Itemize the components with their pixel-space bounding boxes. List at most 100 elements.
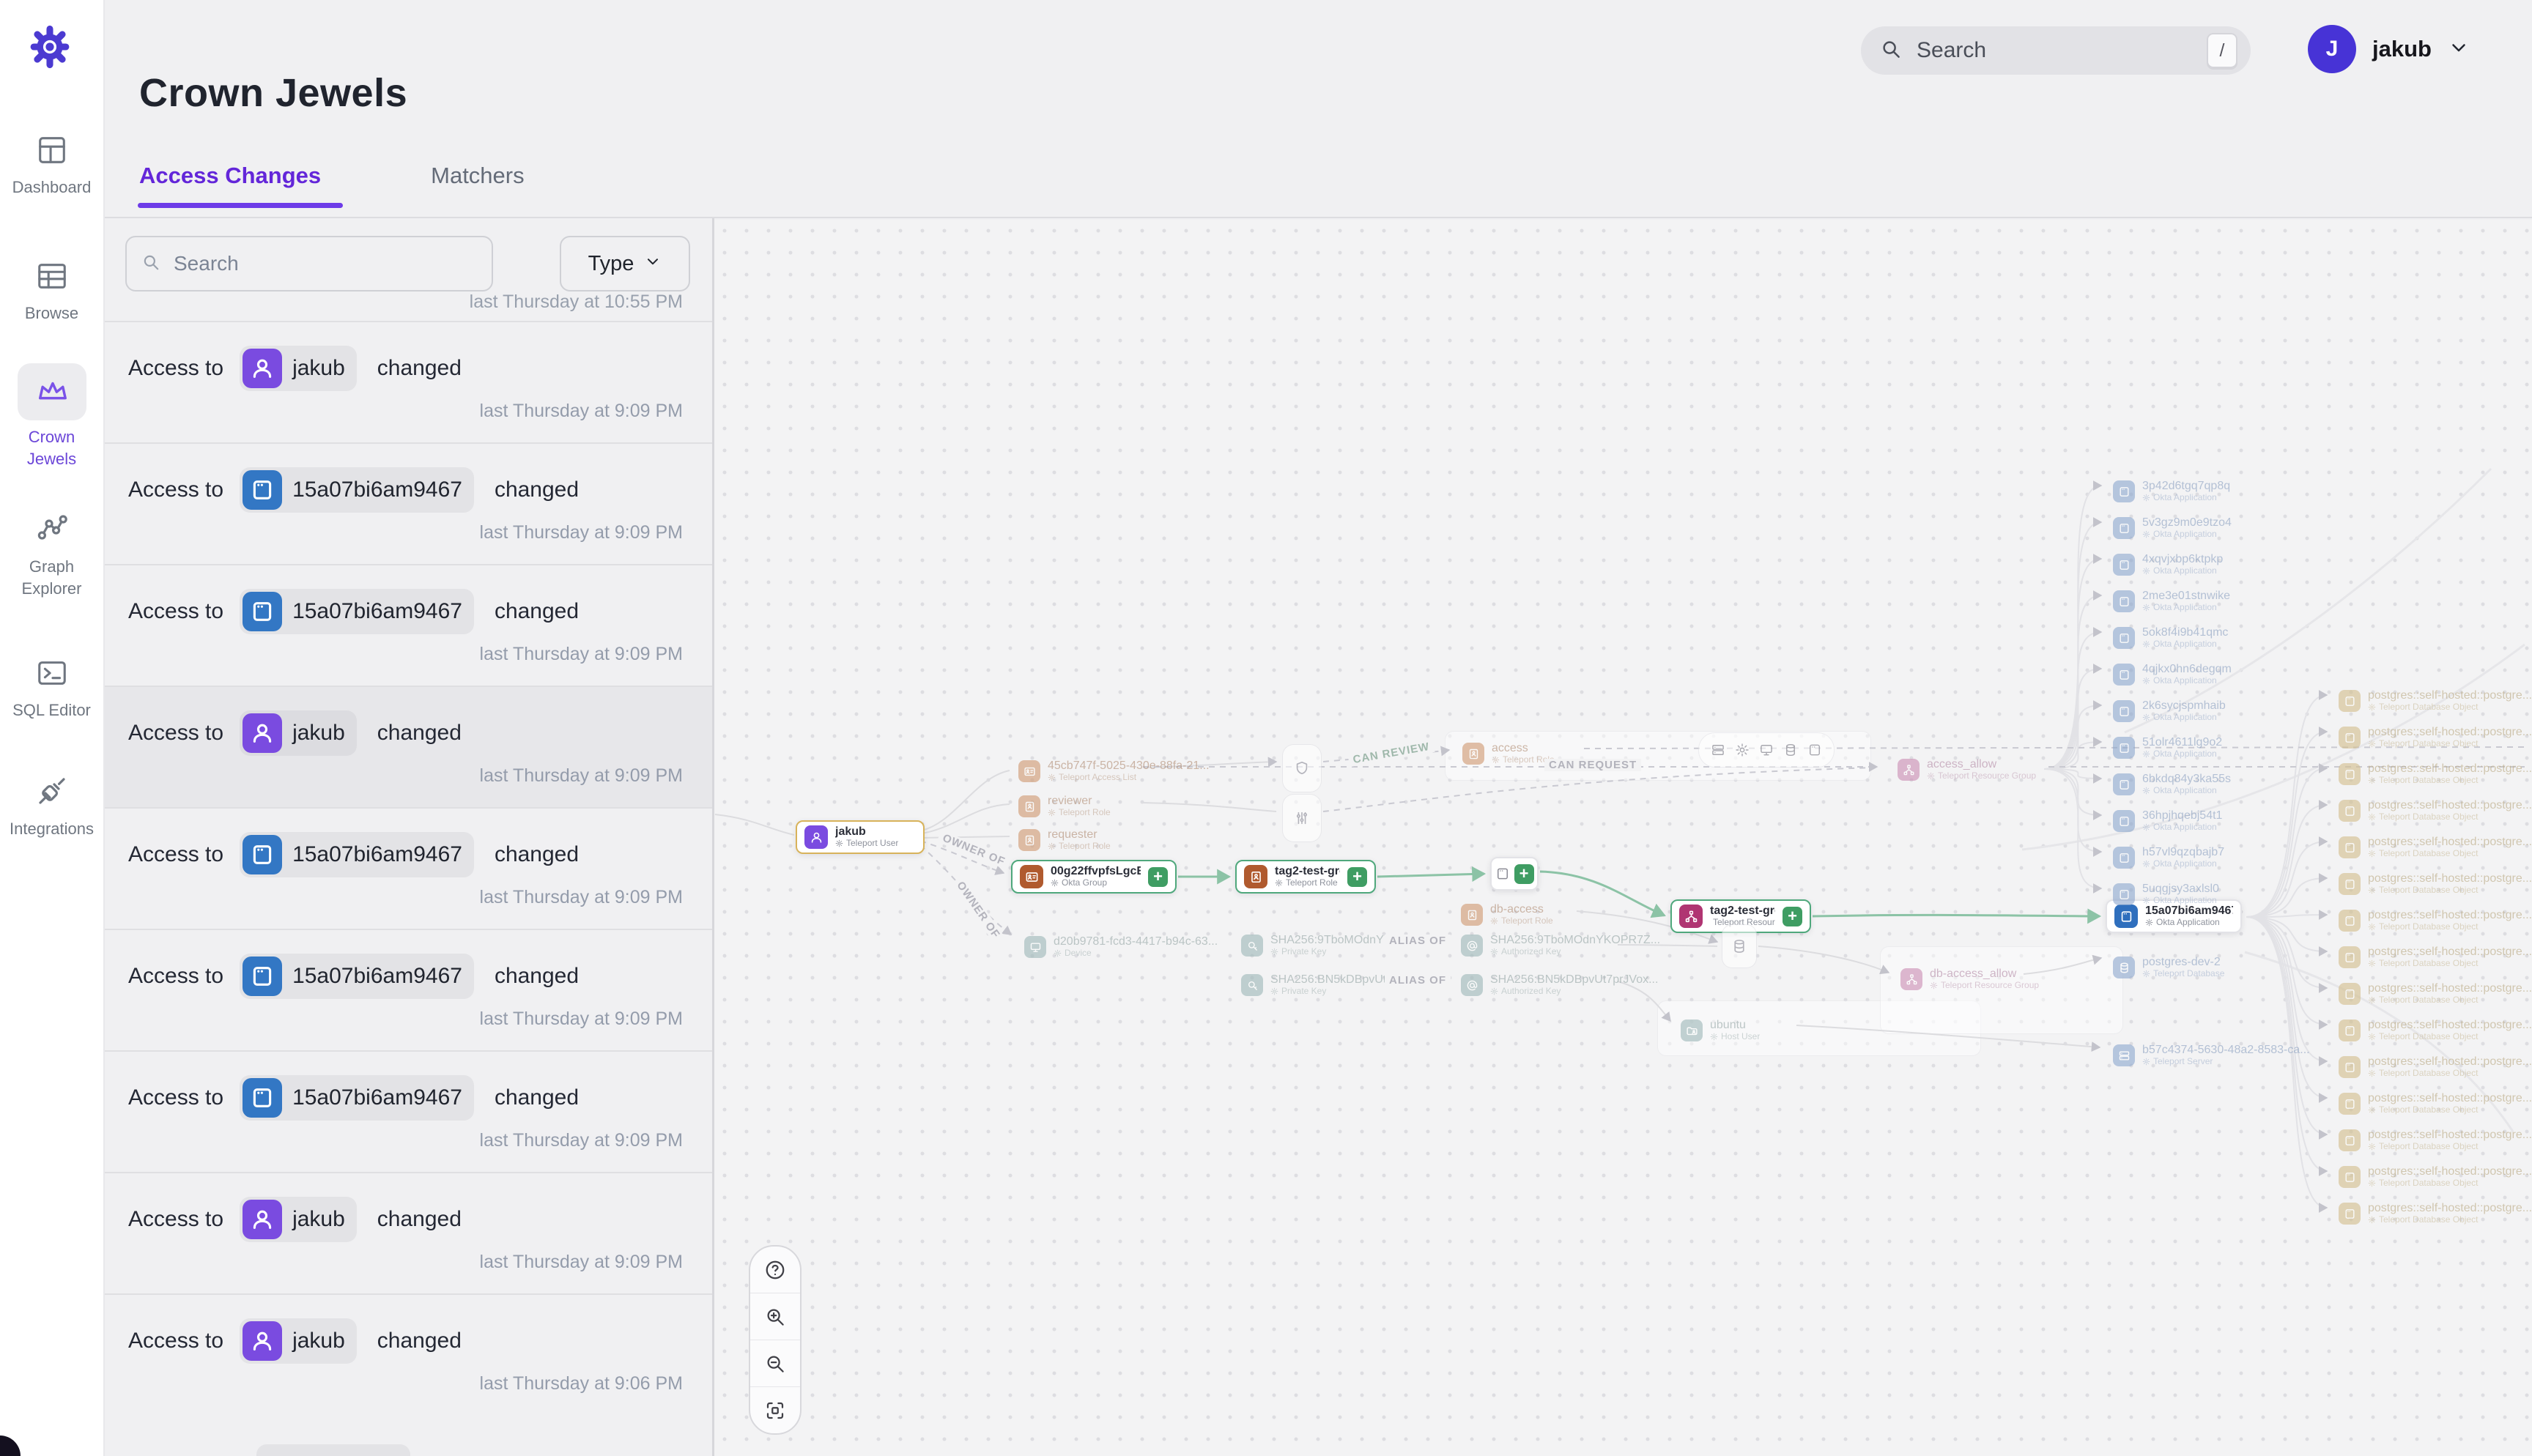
graph-node-reviewer[interactable]: reviewer Teleport Role — [1011, 790, 1118, 823]
graph-node-2me3e01stnwike[interactable]: 2me3e01stnwike Okta Application — [2106, 584, 2237, 618]
list-item[interactable]: Access to jakub changed last Thursday at 9:… — [103, 321, 712, 442]
app-logo-gear-icon[interactable] — [26, 23, 73, 74]
list-item[interactable]: Access to jakub changed last Thursday at 9:… — [103, 1293, 712, 1415]
tab-access-changes[interactable]: Access Changes — [137, 163, 344, 208]
tab-matchers[interactable]: Matchers — [431, 163, 525, 188]
node-sublabel: Private Key — [1270, 946, 1440, 957]
graph-node-4qjkx0hn6degqm[interactable]: 4qjkx0hn6degqm Okta Application — [2106, 658, 2239, 691]
expand-plus-button[interactable]: + — [1347, 866, 1367, 887]
panel-search-input[interactable] — [172, 251, 477, 276]
graph-node-postgres-self-hosted-postgre-[interactable]: postgres::self-hosted::postgre... Telepor… — [2331, 867, 2532, 901]
node-sublabel: Teleport Role — [1048, 807, 1111, 817]
graph-node-51olr4611lg9o2[interactable]: 51olr4611lg9o2 Okta Application — [2106, 731, 2229, 765]
graph-node-postgres-self-hosted-postgre-[interactable]: postgres::self-hosted::postgre... Telepor… — [2331, 940, 2532, 974]
graph-node-access-allow[interactable]: access_allow Teleport Resource Group — [1890, 753, 2043, 787]
graph-node-db-access-allow[interactable]: db-access_allow Teleport Resource Group — [1893, 962, 2046, 996]
list-item[interactable]: Access to 15a07bi6am9467 changed last Thurs… — [103, 929, 712, 1050]
sidebar-item-crown-jewels[interactable]: Crown Jewels — [0, 363, 103, 469]
graph-node-d20b9781-fcd3-4417-b94c-63-[interactable]: d20b9781-fcd3-4417-b94c-63... Device — [1017, 930, 1225, 964]
graph-node-2k6sycjspmhaib[interactable]: 2k6sycjspmhaib Okta Application — [2106, 694, 2233, 728]
graph-node-postgres-self-hosted-postgre-[interactable]: postgres::self-hosted::postgre... Telepor… — [2331, 977, 2532, 1011]
node-label: tag2-test-group-access-... — [1275, 865, 1340, 878]
graph-node-db-access[interactable]: db-access Teleport Role — [1454, 898, 1561, 932]
graph-node-45cb747f-5025-430e-88fa-21-[interactable]: 45cb747f-5025-430e-88fa-21... Teleport Ac… — [1011, 754, 1217, 788]
graph-node-tag2-test-group-access-[interactable]: tag2-test-group-access-...Teleport Role + — [1235, 860, 1376, 894]
graph-node-postgres-self-hosted-postgre-[interactable]: postgres::self-hosted::postgre... Telepor… — [2331, 1197, 2532, 1230]
node-label: postgres::self-hosted::postgre... — [2368, 762, 2532, 776]
fit-view-button[interactable] — [750, 1387, 800, 1433]
graph-node[interactable]: + — [1490, 857, 1539, 891]
graph-node-sha256-9tbomodnykopr7z-[interactable]: SHA256:9TboMOdnYKOPR7Z... Authorized Key — [1454, 929, 1667, 962]
graph-node-postgres-self-hosted-postgre-[interactable]: postgres::self-hosted::postgre... Telepor… — [2331, 757, 2532, 791]
graph-node-6bkdq84y3ka55s[interactable]: 6bkdq84y3ka55s Okta Application — [2106, 768, 2238, 801]
help-button[interactable] — [750, 1247, 800, 1293]
zoom-in-button[interactable] — [750, 1293, 800, 1340]
graph-node-access[interactable]: access Teleport Role — [1455, 737, 1562, 770]
entity-chip[interactable]: 15a07bi6am9467 — [240, 1075, 474, 1121]
list-item[interactable]: Access to 15a07bi6am9467 changed last Thurs… — [103, 807, 712, 929]
list-item[interactable]: Access to 15a07bi6am9467 changed last Thurs… — [103, 442, 712, 564]
graph-node-4xqvjxbp6ktpkp[interactable]: 4xqvjxbp6ktpkp Okta Application — [2106, 548, 2230, 582]
global-search-input[interactable] — [1915, 37, 2207, 64]
user-menu[interactable]: J jakub — [2308, 22, 2470, 76]
graph-node-tag2-test-group-access-[interactable]: tag2-test-group-access-...Teleport Resou… — [1670, 899, 1811, 933]
window-icon — [2339, 1166, 2361, 1188]
graph-node-postgres-self-hosted-postgre-[interactable]: postgres::self-hosted::postgre... Telepor… — [2331, 831, 2532, 864]
graph-node-postgres-self-hosted-postgre-[interactable]: postgres::self-hosted::postgre... Telepor… — [2331, 721, 2532, 754]
graph-node-h57vl9qzqbajb7[interactable]: h57vl9qzqbajb7 Okta Application — [2106, 841, 2232, 874]
graph-node-5uqgjsy3axlsl0[interactable]: 5uqgjsy3axlsl0 Okta Application — [2106, 877, 2226, 911]
access-graph-canvas[interactable] — [714, 220, 2532, 1456]
panel-search[interactable] — [125, 236, 493, 291]
node-label: 4xqvjxbp6ktpkp — [2142, 553, 2224, 566]
entity-chip[interactable]: 15a07bi6am9467 — [240, 467, 474, 513]
entity-chip[interactable]: jakub — [240, 346, 357, 391]
node-sublabel: Okta Application — [2142, 858, 2224, 869]
graph-node-postgres-self-hosted-postgre-[interactable]: postgres::self-hosted::postgre... Telepor… — [2331, 1123, 2532, 1157]
graph-node-postgres-self-hosted-postgre-[interactable]: postgres::self-hosted::postgre... Telepor… — [2331, 1160, 2532, 1194]
graph-node-postgres-self-hosted-postgre-[interactable]: postgres::self-hosted::postgre... Telepor… — [2331, 904, 2532, 937]
sidebar-item-label: Integrations — [10, 820, 94, 838]
graph-node-36hpjhqebj54t1[interactable]: 36hpjhqebj54t1 Okta Application — [2106, 804, 2229, 838]
entity-chip[interactable]: jakub — [240, 1318, 357, 1364]
graph-node-postgres-self-hosted-postgre-[interactable]: postgres::self-hosted::postgre... Telepor… — [2331, 794, 2532, 828]
entity-chip[interactable]: 15a07bi6am9467 — [240, 589, 474, 634]
graph-node-sha256-bn5kdbpvut7prjvox-[interactable]: SHA256:BN5kDBpvUt7prJVox... Private Key — [1234, 968, 1445, 1002]
graph-node-postgres-self-hosted-postgre-[interactable]: postgres::self-hosted::postgre... Telepor… — [2331, 1014, 2532, 1047]
entity-chip[interactable]: 15a07bi6am9467 — [240, 954, 474, 999]
entity-chip[interactable]: 15a07bi6am9467 — [240, 832, 474, 877]
entity-chip[interactable]: jakub — [240, 710, 357, 756]
graph-node-postgres-dev-2[interactable]: postgres-dev-2 Teleport Database — [2106, 951, 2232, 984]
graph-node-sha256-bn5kdbpvut7prjvox-[interactable]: SHA256:BN5kDBpvUt7prJVox... Authorized Ke… — [1454, 968, 1665, 1002]
graph-node-postgres-self-hosted-postgre-[interactable]: postgres::self-hosted::postgre... Telepor… — [2331, 684, 2532, 718]
list-item[interactable]: Access to jakub changed last Thursday at 9:… — [103, 686, 712, 807]
list-item[interactable]: Access to 15a07bi6am9467 changed last Thurs… — [103, 564, 712, 686]
graph-node-5v3gz9m0e9tzo4[interactable]: 5v3gz9m0e9tzo4 Okta Application — [2106, 511, 2239, 545]
sidebar-item-dashboard[interactable]: Dashboard — [0, 133, 103, 198]
graph-node-b57c4374-5630-48a2-8583-ca-[interactable]: b57c4374-5630-48a2-8583-ca... Teleport Se… — [2106, 1039, 2317, 1072]
expand-plus-button[interactable]: + — [1783, 906, 1802, 926]
sidebar-item-integrations[interactable]: Integrations — [0, 773, 103, 840]
sidebar-item-graph-explorer[interactable]: Graph Explorer — [0, 511, 103, 599]
graph-node-3p42d6tgq7qp8q[interactable]: 3p42d6tgq7qp8q Okta Application — [2106, 475, 2237, 508]
list-item[interactable]: Access to 15a07bi6am9467 changed last Thurs… — [103, 1050, 712, 1172]
global-search[interactable]: / — [1861, 26, 2251, 75]
graph-node-sha256-9tbomodnykopr7z-[interactable]: SHA256:9TboMOdnYKOPR7Z... Private Key — [1234, 929, 1448, 962]
sidebar-item-sql-editor[interactable]: SQL Editor — [0, 656, 103, 721]
graph-node-5ok8f4i9b41qmc[interactable]: 5ok8f4i9b41qmc Okta Application — [2106, 621, 2235, 655]
graph-node-requester[interactable]: requester Teleport Role — [1011, 823, 1118, 857]
graph-node-postgres-self-hosted-postgre-[interactable]: postgres::self-hosted::postgre... Telepor… — [2331, 1087, 2532, 1121]
expand-plus-button[interactable]: + — [1148, 866, 1168, 887]
graph-node-15a07bi6am9467[interactable]: 15a07bi6am9467 Okta Application — [2106, 899, 2242, 933]
type-filter-button[interactable]: Type — [560, 236, 690, 291]
row-timestamp: last Thursday at 9:09 PM — [479, 644, 683, 664]
avatar[interactable]: J — [2308, 25, 2356, 73]
zoom-out-button[interactable] — [750, 1340, 800, 1387]
sidebar-item-browse[interactable]: Browse — [0, 259, 103, 324]
graph-node-00g22ffvpfslgceuw0h8[interactable]: 00g22ffvpfsLgcEUW0h8Okta Group + — [1011, 860, 1177, 894]
graph-node-postgres-self-hosted-postgre-[interactable]: postgres::self-hosted::postgre... Telepor… — [2331, 1050, 2532, 1084]
list-item[interactable]: Access to jakub changed last Thursday at 9:… — [103, 1172, 712, 1293]
expand-plus-button[interactable]: + — [1514, 863, 1534, 884]
graph-node-jakub[interactable]: jakub Teleport User — [796, 820, 925, 854]
graph-node-ubuntu[interactable]: ubuntu Host User — [1673, 1014, 1767, 1047]
entity-chip[interactable]: jakub — [240, 1197, 357, 1242]
